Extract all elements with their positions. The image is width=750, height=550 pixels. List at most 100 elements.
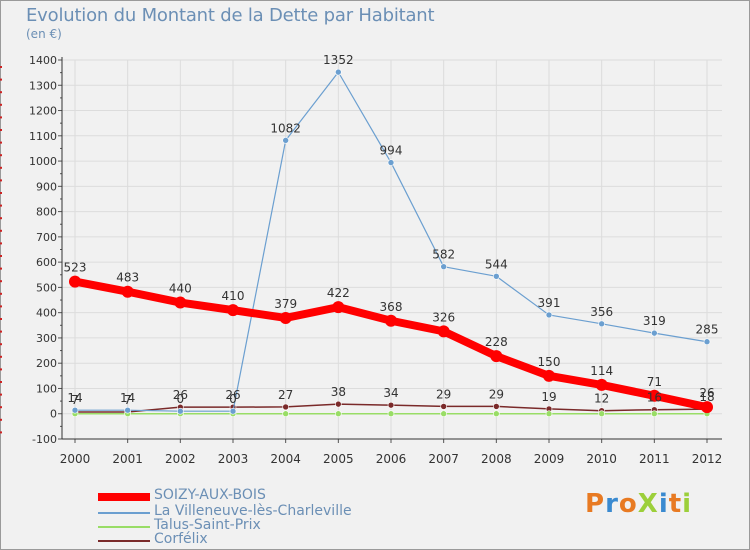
data-point (282, 137, 289, 144)
logo-letter: o (618, 489, 638, 519)
data-point (332, 301, 345, 314)
x-tick-label: 2003 (218, 452, 249, 466)
edge-marker (0, 255, 2, 257)
y-tick-label: 900 (36, 180, 57, 193)
edge-marker (0, 381, 2, 383)
data-label: 994 (380, 144, 403, 158)
legend-label: Talus-Saint-Prix (154, 517, 261, 533)
edge-marker (0, 103, 2, 106)
edge-marker (0, 78, 2, 81)
edge-marker (0, 267, 2, 270)
data-label: 34 (383, 386, 398, 400)
data-label: 14 (67, 391, 82, 405)
edge-marker (0, 141, 2, 144)
data-label: 29 (436, 387, 451, 401)
edge-marker (0, 217, 2, 220)
data-point (229, 407, 237, 415)
data-label: 1082 (270, 121, 301, 135)
y-tick-label: 600 (36, 256, 57, 269)
proxiti-logo: ProXiti (585, 489, 692, 519)
y-tick-label: 1200 (29, 105, 57, 118)
x-tick-label: 2004 (270, 452, 301, 466)
logo-letter: t (668, 489, 683, 519)
y-tick-label: 1100 (29, 130, 57, 143)
data-point (648, 389, 661, 402)
data-point (701, 401, 713, 414)
data-label: 422 (327, 286, 350, 300)
data-point (437, 325, 450, 338)
data-label: 582 (432, 248, 455, 262)
data-label: 483 (116, 271, 139, 285)
x-tick-label: 2001 (112, 452, 143, 466)
data-label: 285 (696, 323, 719, 337)
data-label: 150 (538, 355, 561, 369)
edge-marker (0, 368, 2, 371)
data-label: 319 (643, 314, 666, 328)
data-point (545, 311, 553, 319)
edge-marker (0, 355, 2, 358)
data-point (121, 285, 134, 298)
data-point (543, 369, 555, 382)
data-label: 368 (380, 300, 403, 314)
y-tick-label: 1000 (29, 155, 57, 168)
edge-marker (0, 318, 2, 320)
y-tick-label: 400 (36, 307, 57, 320)
data-point (335, 410, 342, 418)
x-tick-label: 2009 (534, 452, 565, 466)
y-tick-label: 1400 (29, 54, 57, 67)
data-point (651, 410, 658, 418)
x-tick-label: 2010 (586, 452, 617, 466)
data-label: 0 (177, 392, 185, 406)
data-label: 12 (594, 392, 609, 406)
data-point (385, 314, 397, 327)
data-label: 228 (485, 335, 508, 349)
data-label: 26 (173, 388, 188, 402)
edge-marker (0, 129, 2, 131)
data-label: 379 (274, 297, 297, 311)
data-point (440, 263, 447, 270)
x-tick-label: 2000 (60, 452, 91, 466)
x-tick-label: 2011 (639, 452, 670, 466)
data-label: 16 (647, 391, 662, 405)
edge-marker (0, 292, 2, 295)
x-tick-label: 2006 (376, 452, 407, 466)
edge-marker (0, 179, 2, 182)
data-point (493, 403, 500, 410)
series-group (69, 68, 713, 418)
data-point (387, 159, 395, 166)
y-tick-label: 700 (36, 231, 57, 244)
edge-marker (0, 242, 2, 245)
data-label: 326 (432, 310, 455, 324)
data-label: 7 (124, 393, 132, 407)
edge-marker (0, 66, 2, 68)
legend-swatch (98, 540, 150, 542)
data-label: 19 (541, 390, 556, 404)
logo-letter: i (682, 489, 693, 519)
legend-swatch (98, 493, 150, 501)
edge-marker (0, 192, 2, 194)
data-label: 71 (647, 375, 662, 389)
data-point (440, 410, 447, 418)
data-point (493, 410, 500, 418)
edge-marker (0, 305, 2, 308)
data-label: 27 (278, 388, 293, 402)
legend-swatch (98, 526, 150, 528)
edge-marker (0, 91, 2, 94)
edge-marker (0, 116, 2, 119)
x-tick-label: 2002 (165, 452, 196, 466)
data-point (282, 403, 289, 411)
data-label: 29 (489, 387, 504, 401)
data-label: 114 (590, 364, 613, 378)
data-labels: 523 483 440 410 379 422 368 326 228 150 114 71 26 14 1… (64, 53, 719, 407)
data-label: 391 (538, 296, 561, 310)
grid-lines (62, 59, 722, 440)
data-label: 18 (699, 390, 714, 404)
data-point (595, 378, 608, 391)
data-point (282, 410, 289, 418)
data-label: 14 (120, 391, 135, 405)
logo-letter: i (658, 489, 669, 519)
logo-letter: r (605, 489, 619, 519)
edge-marker (0, 204, 2, 207)
data-label: 356 (590, 305, 613, 319)
legend-swatch (98, 512, 150, 514)
